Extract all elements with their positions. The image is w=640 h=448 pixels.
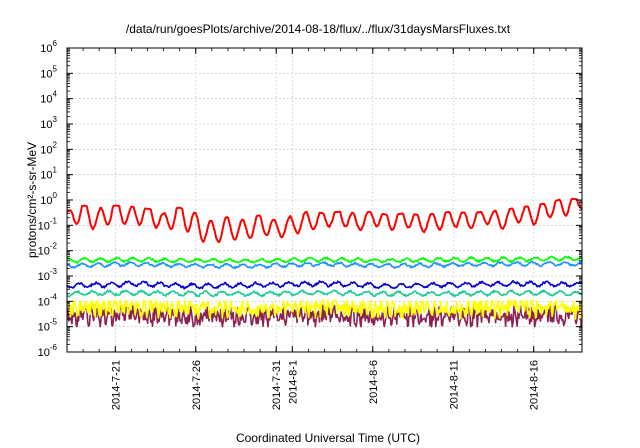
x-tick-label: 2014-8-6: [368, 360, 380, 404]
y-tick-label: 102: [40, 140, 57, 156]
series-line-1: [66, 255, 583, 264]
y-axis: 10-610-510-410-310-210-11001011021031041…: [38, 39, 582, 359]
y-tick-exponent: 0: [53, 191, 58, 200]
y-tick-label: 104: [40, 90, 57, 106]
chart-title: /data/run/goesPlots/archive/2014-08-18/f…: [126, 22, 511, 36]
series-line-5: [66, 299, 582, 320]
y-tick-exponent: -2: [50, 242, 58, 251]
y-tick-exponent: 2: [53, 140, 58, 149]
y-tick-label: 100: [40, 191, 57, 207]
y-tick-exponent: 6: [53, 39, 58, 48]
x-tick-label: 2014-7-26: [191, 360, 203, 410]
series-layer: [66, 197, 583, 328]
y-tick-label: 101: [40, 166, 57, 182]
y-tick-label: 103: [40, 115, 57, 131]
y-tick-exponent: -1: [50, 216, 58, 225]
y-tick-label: 10-4: [38, 292, 58, 308]
x-tick-label: 2014-8-11: [448, 360, 460, 409]
series-line-6: [66, 303, 583, 328]
y-axis-label: protons/cm²-s-sr-MeV: [25, 142, 39, 258]
y-tick-exponent: -6: [50, 343, 58, 352]
x-tick-label: 2014-7-31: [271, 360, 283, 410]
series-line-3: [66, 279, 583, 290]
y-tick-exponent: 1: [53, 166, 58, 175]
y-tick-exponent: 4: [53, 90, 58, 99]
y-tick-exponent: -3: [50, 267, 58, 276]
y-tick-label: 106: [40, 39, 57, 55]
x-tick-label: 2014-8-16: [529, 360, 541, 410]
x-axis: 2014-7-21 2014-7-26 2014-7-31 2014-8-1 2014-…: [66, 48, 583, 410]
y-tick-exponent: -4: [50, 292, 58, 301]
x-tick-label: 2014-7-21: [110, 360, 122, 410]
y-tick-label: 105: [40, 64, 57, 80]
series-line-0: [66, 197, 583, 244]
y-tick-label: 10-3: [38, 267, 58, 283]
y-tick-label: 10-6: [38, 343, 58, 359]
x-tick-label: 2014-8-1: [287, 360, 299, 404]
y-tick-exponent: 3: [53, 115, 58, 124]
y-tick-label: 10-2: [38, 242, 58, 258]
y-tick-exponent: 5: [53, 64, 58, 73]
x-axis-label: Coordinated Universal Time (UTC): [236, 431, 420, 445]
y-tick-label: 10-5: [38, 318, 58, 334]
series-line-4: [66, 289, 583, 298]
series-line-2: [66, 260, 583, 270]
y-tick-label: 10-1: [38, 216, 58, 232]
y-tick-exponent: -5: [50, 318, 58, 327]
